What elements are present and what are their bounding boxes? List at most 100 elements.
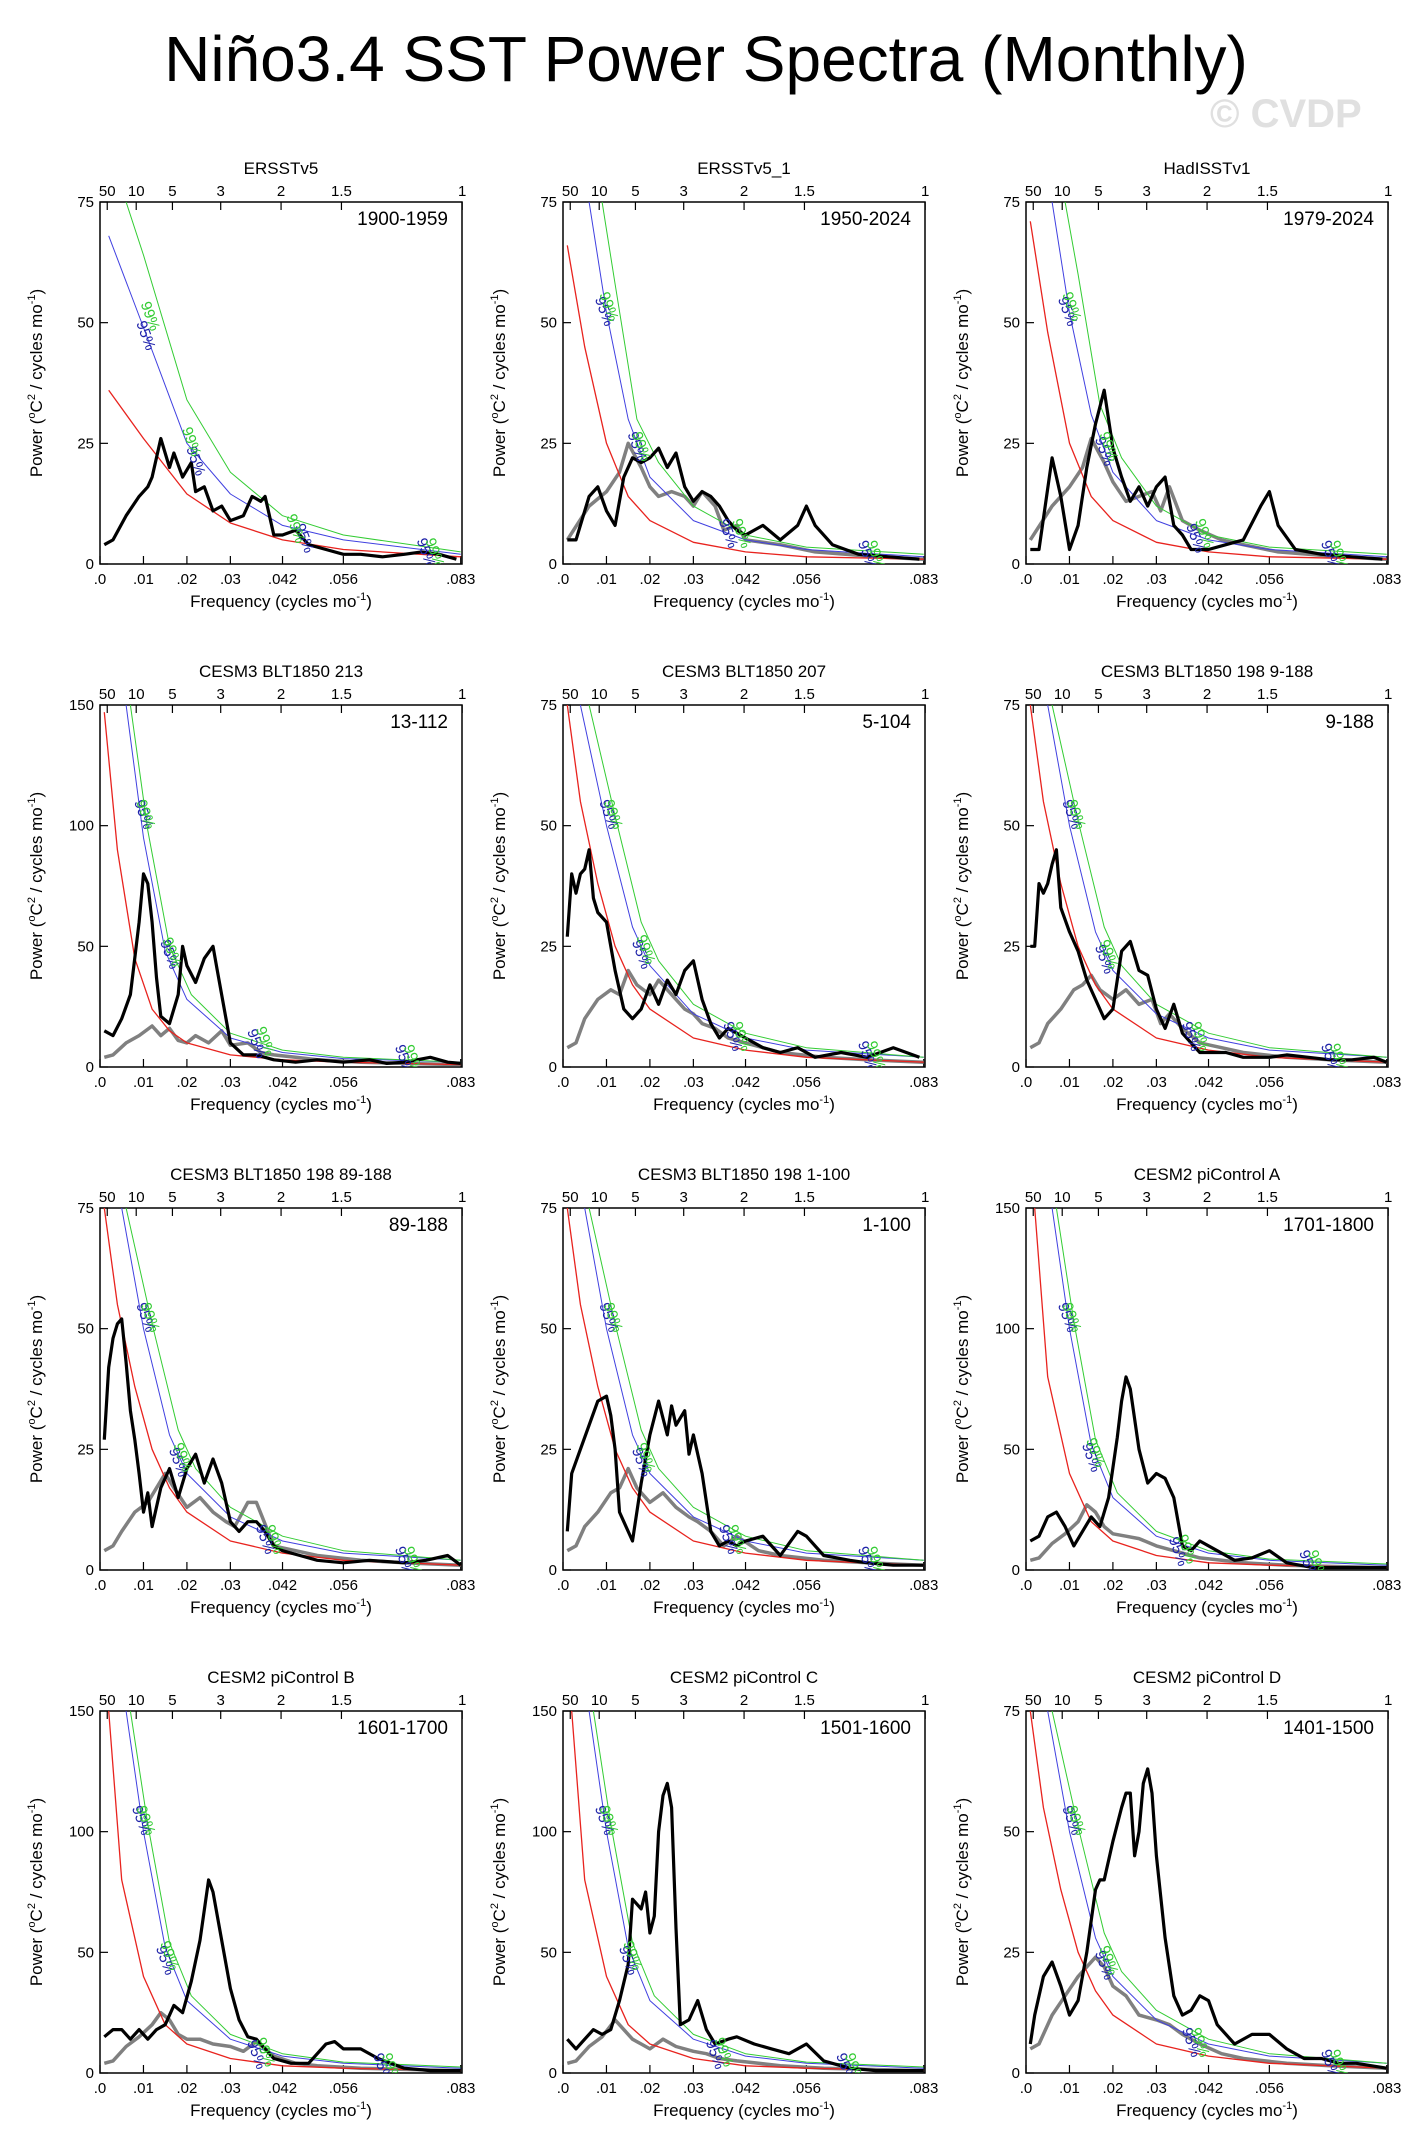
x-axis-label: Frequency (cycles mo-1) bbox=[1116, 591, 1298, 611]
panel-5: CESM3 BLT1850 207 5-104 .0 .01 .02 .03 .042 .05… bbox=[489, 662, 938, 1114]
period-tick-label: 5 bbox=[1094, 1189, 1102, 1206]
label-99: 99% bbox=[178, 425, 204, 459]
y-tick-label: 50 bbox=[540, 315, 557, 332]
y-tick-label: 50 bbox=[77, 938, 94, 955]
period-tick-label: 3 bbox=[1143, 686, 1151, 703]
y-tick-label: 75 bbox=[1003, 194, 1020, 211]
panel-title: CESM2 piControl A bbox=[1134, 1165, 1281, 1184]
y-tick-label: 75 bbox=[540, 1200, 557, 1217]
ci99-curve bbox=[125, 1208, 461, 1561]
x-tick-label: .03 bbox=[1146, 1074, 1167, 1091]
period-tick-label: 10 bbox=[591, 1189, 608, 1206]
period-tick-label: 1.5 bbox=[331, 1692, 352, 1709]
period-tick-label: 2 bbox=[277, 183, 285, 200]
period-tick-label: 3 bbox=[680, 183, 688, 200]
reference-spectrum bbox=[1029, 973, 1387, 1064]
power-spectrum bbox=[103, 872, 461, 1066]
red-noise-curve bbox=[108, 1711, 461, 2072]
y-axis-label: Power (oC2 / cycles mo-1) bbox=[952, 1798, 972, 1986]
reference-spectrum bbox=[1029, 1955, 1387, 2070]
x-tick-label: .03 bbox=[1146, 2080, 1167, 2097]
ci99-curve bbox=[1055, 1208, 1387, 1565]
x-tick-label: .03 bbox=[683, 1074, 704, 1091]
period-tick-label: 5 bbox=[1094, 183, 1102, 200]
period-tick-label: 1.5 bbox=[331, 1189, 352, 1206]
period-tick-label: 10 bbox=[1054, 1692, 1071, 1709]
period-tick-label: 1.5 bbox=[794, 1692, 815, 1709]
x-tick-label: .01 bbox=[1059, 2080, 1080, 2097]
y-tick-label: 0 bbox=[86, 1059, 94, 1076]
red-noise-curve bbox=[1029, 705, 1387, 1063]
x-tick-label: .02 bbox=[1102, 1074, 1123, 1091]
x-tick-label: .0 bbox=[94, 1074, 107, 1091]
period-tick-label: 10 bbox=[128, 686, 145, 703]
y-axis-label: Power (oC2 / cycles mo-1) bbox=[26, 792, 46, 980]
x-tick-label: .083 bbox=[909, 571, 938, 588]
reference-spectrum bbox=[566, 2018, 924, 2073]
x-tick-label: .01 bbox=[1059, 571, 1080, 588]
x-tick-label: .042 bbox=[268, 571, 297, 588]
x-tick-label: .02 bbox=[1102, 2080, 1123, 2097]
y-tick-label: 0 bbox=[549, 1059, 557, 1076]
y-tick-label: 50 bbox=[540, 1321, 557, 1338]
y-axis-label: Power (oC2 / cycles mo-1) bbox=[26, 289, 46, 477]
x-tick-label: .083 bbox=[1372, 1577, 1401, 1594]
period-tick-label: 1 bbox=[921, 686, 929, 703]
x-tick-label: .056 bbox=[1255, 571, 1284, 588]
period-tick-label: 1 bbox=[458, 686, 466, 703]
x-tick-label: .083 bbox=[1372, 1074, 1401, 1091]
period-tick-label: 3 bbox=[217, 1692, 225, 1709]
reference-spectrum bbox=[103, 1024, 461, 1067]
x-tick-label: .083 bbox=[1372, 2080, 1401, 2097]
x-axis-label: Frequency (cycles mo-1) bbox=[653, 591, 835, 611]
ci99-curve bbox=[588, 1208, 924, 1561]
period-tick-label: 10 bbox=[591, 183, 608, 200]
x-tick-label: .03 bbox=[1146, 571, 1167, 588]
x-tick-label: .02 bbox=[1102, 571, 1123, 588]
x-axis-label: Frequency (cycles mo-1) bbox=[653, 2100, 835, 2120]
panel-title: CESM2 piControl B bbox=[207, 1668, 354, 1687]
y-tick-label: 0 bbox=[549, 1562, 557, 1579]
y-axis-label: Power (oC2 / cycles mo-1) bbox=[489, 1295, 509, 1483]
x-tick-label: .056 bbox=[329, 571, 358, 588]
panel-title: ERSSTv5_1 bbox=[697, 159, 791, 178]
period-tick-label: 10 bbox=[128, 183, 145, 200]
x-tick-label: .01 bbox=[1059, 1577, 1080, 1594]
x-tick-label: .02 bbox=[176, 2080, 197, 2097]
panel-title: CESM3 BLT1850 207 bbox=[662, 662, 826, 681]
period-tick-label: 2 bbox=[1203, 183, 1211, 200]
red-noise-curve bbox=[571, 1711, 924, 2072]
period-tick-label: 5 bbox=[168, 183, 176, 200]
power-spectrum bbox=[567, 446, 920, 561]
x-tick-label: .01 bbox=[596, 1074, 617, 1091]
x-axis-label: Frequency (cycles mo-1) bbox=[653, 1094, 835, 1114]
x-tick-label: .042 bbox=[731, 2080, 760, 2097]
plot-area: 95%99%95%99%95%99%95%99% bbox=[565, 705, 924, 1067]
panel-12: CESM2 piControl D 1401-1500 .0 .01 .02 .03 .04… bbox=[952, 1668, 1401, 2120]
y-tick-label: 25 bbox=[540, 435, 557, 452]
panel-title: CESM2 piControl D bbox=[1133, 1668, 1281, 1687]
y-axis-label: Power (oC2 / cycles mo-1) bbox=[952, 1295, 972, 1483]
x-tick-label: .083 bbox=[909, 2080, 938, 2097]
x-tick-label: .0 bbox=[557, 1074, 570, 1091]
plot-area: 95%99%95%99%95%99%95%99% bbox=[103, 202, 461, 564]
x-tick-label: .042 bbox=[731, 1074, 760, 1091]
panel-4: CESM3 BLT1850 213 13-112 .0 .01 .02 .03 .042 .0… bbox=[26, 662, 475, 1114]
y-tick-label: 0 bbox=[549, 2065, 557, 2082]
x-tick-label: .042 bbox=[268, 1074, 297, 1091]
y-tick-label: 0 bbox=[86, 2065, 94, 2082]
period-tick-label: 50 bbox=[1025, 1189, 1042, 1206]
power-spectrum bbox=[566, 1781, 924, 2073]
x-tick-label: .042 bbox=[1194, 571, 1223, 588]
ci95-curve bbox=[121, 1208, 461, 1561]
ci95-curve bbox=[584, 1208, 924, 1561]
x-tick-label: .01 bbox=[133, 1577, 154, 1594]
period-tick-label: 10 bbox=[128, 1189, 145, 1206]
x-tick-label: .01 bbox=[133, 571, 154, 588]
x-tick-label: .056 bbox=[329, 2080, 358, 2097]
y-tick-label: 100 bbox=[69, 818, 94, 835]
period-tick-label: 50 bbox=[99, 686, 116, 703]
x-axis-label: Frequency (cycles mo-1) bbox=[653, 1597, 835, 1617]
y-tick-label: 0 bbox=[86, 1562, 94, 1579]
period-tick-label: 10 bbox=[1054, 183, 1071, 200]
